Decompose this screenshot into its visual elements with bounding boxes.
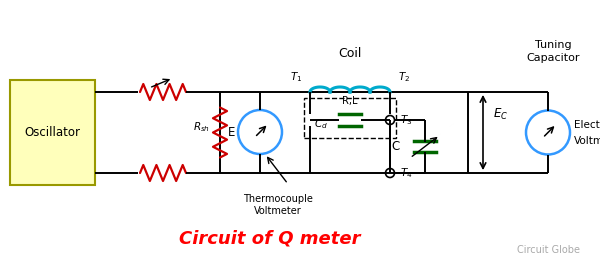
Text: R,L: R,L (342, 96, 358, 106)
Text: Circuit Globe: Circuit Globe (517, 245, 580, 255)
Text: $T_1$: $T_1$ (290, 70, 302, 84)
Text: Tuning: Tuning (535, 40, 571, 50)
Text: Circuit of Q meter: Circuit of Q meter (179, 229, 361, 247)
Text: $T_3$: $T_3$ (400, 113, 412, 127)
Text: $R_{sh}$: $R_{sh}$ (193, 121, 211, 134)
Text: Coil: Coil (338, 47, 362, 60)
Bar (10, 80, 95, 185)
Text: $E_C$: $E_C$ (493, 107, 508, 122)
Text: C: C (391, 140, 399, 153)
Text: Capacitor: Capacitor (526, 53, 580, 63)
Text: $T_4$: $T_4$ (400, 166, 413, 180)
Text: Oscillator: Oscillator (25, 126, 80, 139)
Text: $T_2$: $T_2$ (398, 70, 410, 84)
Text: $C_d$: $C_d$ (314, 117, 328, 131)
Text: Voltmeter: Voltmeter (574, 135, 600, 146)
Bar (304, 98, 396, 138)
Text: Thermocouple
Voltmeter: Thermocouple Voltmeter (243, 194, 313, 216)
Text: Electronic: Electronic (574, 120, 600, 129)
Text: E: E (229, 126, 236, 139)
